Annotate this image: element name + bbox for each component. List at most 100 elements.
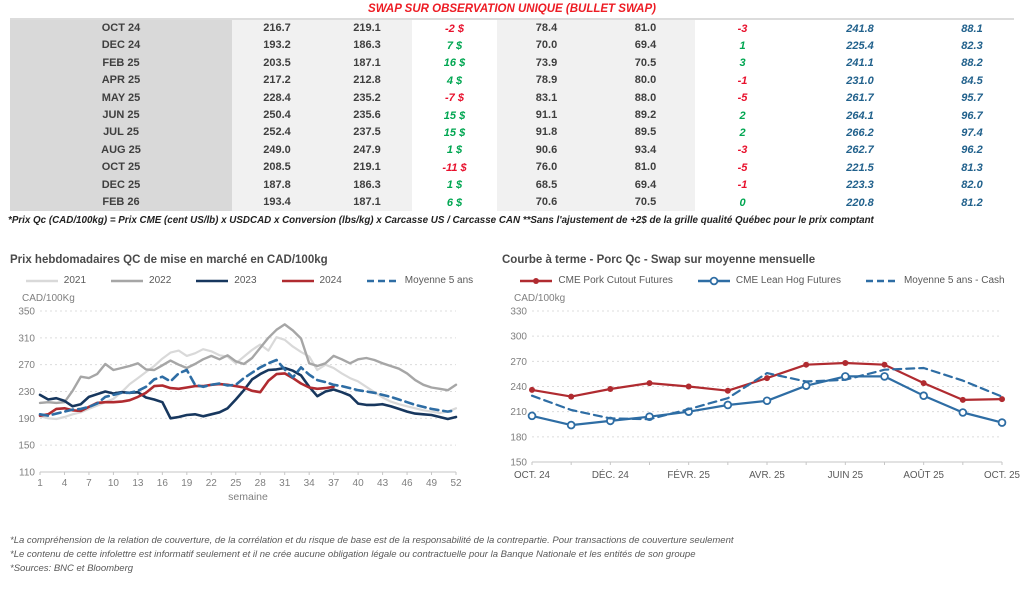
value-cell: 264.1 [846,109,874,122]
value-cell: 78.4 [497,20,596,38]
value-cell: 82.0 [961,179,983,192]
value-cell: 90.6 [497,141,596,160]
weekly-chart-unit-label: CAD/100Kg [22,293,75,305]
value-cell: 70.0 [497,37,596,55]
month-cell: FEB 25 [10,54,232,73]
value-cell: 217.2 [232,72,322,90]
svg-text:19: 19 [181,478,193,489]
value-cell: 4 $ [446,74,463,87]
value-cell: 0 [739,196,746,209]
value-cell: -5 [737,161,748,174]
value-cell: 69.4 [596,176,695,194]
value-cell: 225.4 [846,40,874,53]
value-cell: 221.5 [846,161,874,174]
charts-row: Prix hebdomadaires QC de mise en marché … [10,254,1024,512]
value-cell: 76.0 [497,159,596,177]
value-cell: 235.2 [322,89,412,107]
value-cell: 81.3 [961,161,983,174]
svg-text:OCT. 24: OCT. 24 [514,470,550,481]
forward-curve-chart-block: Courbe à terme - Porc Qc - Swap sur moye… [502,254,1022,512]
value-cell: 220.8 [846,196,874,209]
value-cell: 193.2 [232,37,322,55]
value-cell: 83.1 [497,89,596,107]
svg-text:13: 13 [132,478,144,489]
month-cell: MAY 25 [10,89,232,107]
value-cell: 216.7 [232,20,322,38]
value-cell: -11 $ [442,161,467,174]
value-cell: 15 $ [443,109,466,122]
legend-label: 2021 [63,275,87,287]
value-cell: -2 $ [445,22,464,35]
table-footnote: *Prix Qc (CAD/100kg) = Prix CME (cent US… [8,215,874,227]
svg-text:34: 34 [304,478,316,489]
svg-text:300: 300 [510,332,527,343]
value-cell: 91.8 [497,124,596,142]
month-cell: AUG 25 [10,141,232,160]
value-cell: 78.9 [497,72,596,90]
value-cell: 187.8 [232,176,322,194]
value-cell: 95.7 [961,92,983,105]
table-row: APR 25 217.2 212.8 4 $ 78.9 80.0 -1 231.0 84.5 [10,72,1014,90]
value-cell: 70.6 [497,193,596,212]
table-row: FEB 26 193.4 187.1 6 $ 70.6 70.5 0 220.8 81.2 [10,193,1014,212]
sources-line: *Sources: BNC et Bloomberg [10,563,134,575]
value-cell: -3 [737,144,748,157]
value-cell: 93.4 [596,141,695,160]
legend-swatch-icon [697,276,730,286]
value-cell: 247.9 [322,141,412,160]
svg-text:AVR. 25: AVR. 25 [749,470,785,481]
forward-chart-legend: CME Pork Cutout Futures CME Lean Hog Futu… [502,275,1022,286]
value-cell: 250.4 [232,106,322,125]
legend-label: Moyenne 5 ans - Cash [903,275,1005,287]
table-row: JUN 25 250.4 235.6 15 $ 91.1 89.2 2 264.1 96.7 [10,106,1014,125]
svg-text:49: 49 [426,478,438,489]
month-cell: DEC 24 [10,37,232,55]
value-cell: 73.9 [497,54,596,73]
svg-text:1: 1 [37,478,43,489]
value-cell: 231.0 [846,74,874,87]
value-cell: 84.5 [961,74,983,87]
value-cell: 97.4 [961,127,983,140]
value-cell: 187.1 [322,54,412,73]
legend-item-moyenne-5-ans-cash: Moyenne 5 ans - Cash [865,275,1005,286]
svg-text:OCT. 25: OCT. 25 [984,470,1020,481]
value-cell: 7 $ [446,40,463,53]
weekly-price-chart-block: Prix hebdomadaires QC de mise en marché … [10,254,488,512]
value-cell: 212.8 [322,72,412,90]
svg-text:310: 310 [18,334,35,345]
legend-swatch-icon [865,279,898,283]
legend-item-2024: 2024 [281,275,342,286]
table-row: MAY 25 228.4 235.2 -7 $ 83.1 88.0 -5 261.7 95.7 [10,89,1014,107]
value-cell: 88.1 [961,22,983,35]
value-cell: 81.0 [596,20,695,38]
svg-text:330: 330 [510,307,527,318]
disclaimer-footer: *La compréhension de la relation de couv… [10,534,1024,576]
value-cell: 68.5 [497,176,596,194]
legend-swatch-icon [366,279,399,283]
value-cell: 2 [739,109,746,122]
month-cell: OCT 25 [10,159,232,177]
value-cell: -5 [737,92,748,105]
legend-label: Moyenne 5 ans [404,275,474,287]
legend-label: 2022 [149,275,172,287]
value-cell: 261.7 [846,92,874,105]
svg-text:JUIN 25: JUIN 25 [828,470,864,481]
svg-text:25: 25 [230,478,242,489]
table-row: OCT 25 208.5 219.1 -11 $ 76.0 81.0 -5 221.5 81.3 [10,159,1014,177]
month-cell: JUL 25 [10,124,232,142]
weekly-chart-title: Prix hebdomadaires QC de mise en marché … [10,254,328,267]
value-cell: -1 [737,74,748,87]
value-cell: 228.4 [232,89,322,107]
value-cell: 80.0 [596,72,695,90]
svg-text:FÉVR. 25: FÉVR. 25 [667,470,710,481]
value-cell: 203.5 [232,54,322,73]
value-cell: 193.4 [232,193,322,212]
value-cell: -3 [737,22,748,35]
value-cell: 96.2 [961,144,983,157]
svg-text:180: 180 [510,433,527,444]
month-cell: JUN 25 [10,106,232,125]
disclaimer-line-2: *Le contenu de cette infolettre est info… [10,549,696,561]
page-title: SWAP SUR OBSERVATION UNIQUE (BULLET SWAP… [368,3,656,15]
